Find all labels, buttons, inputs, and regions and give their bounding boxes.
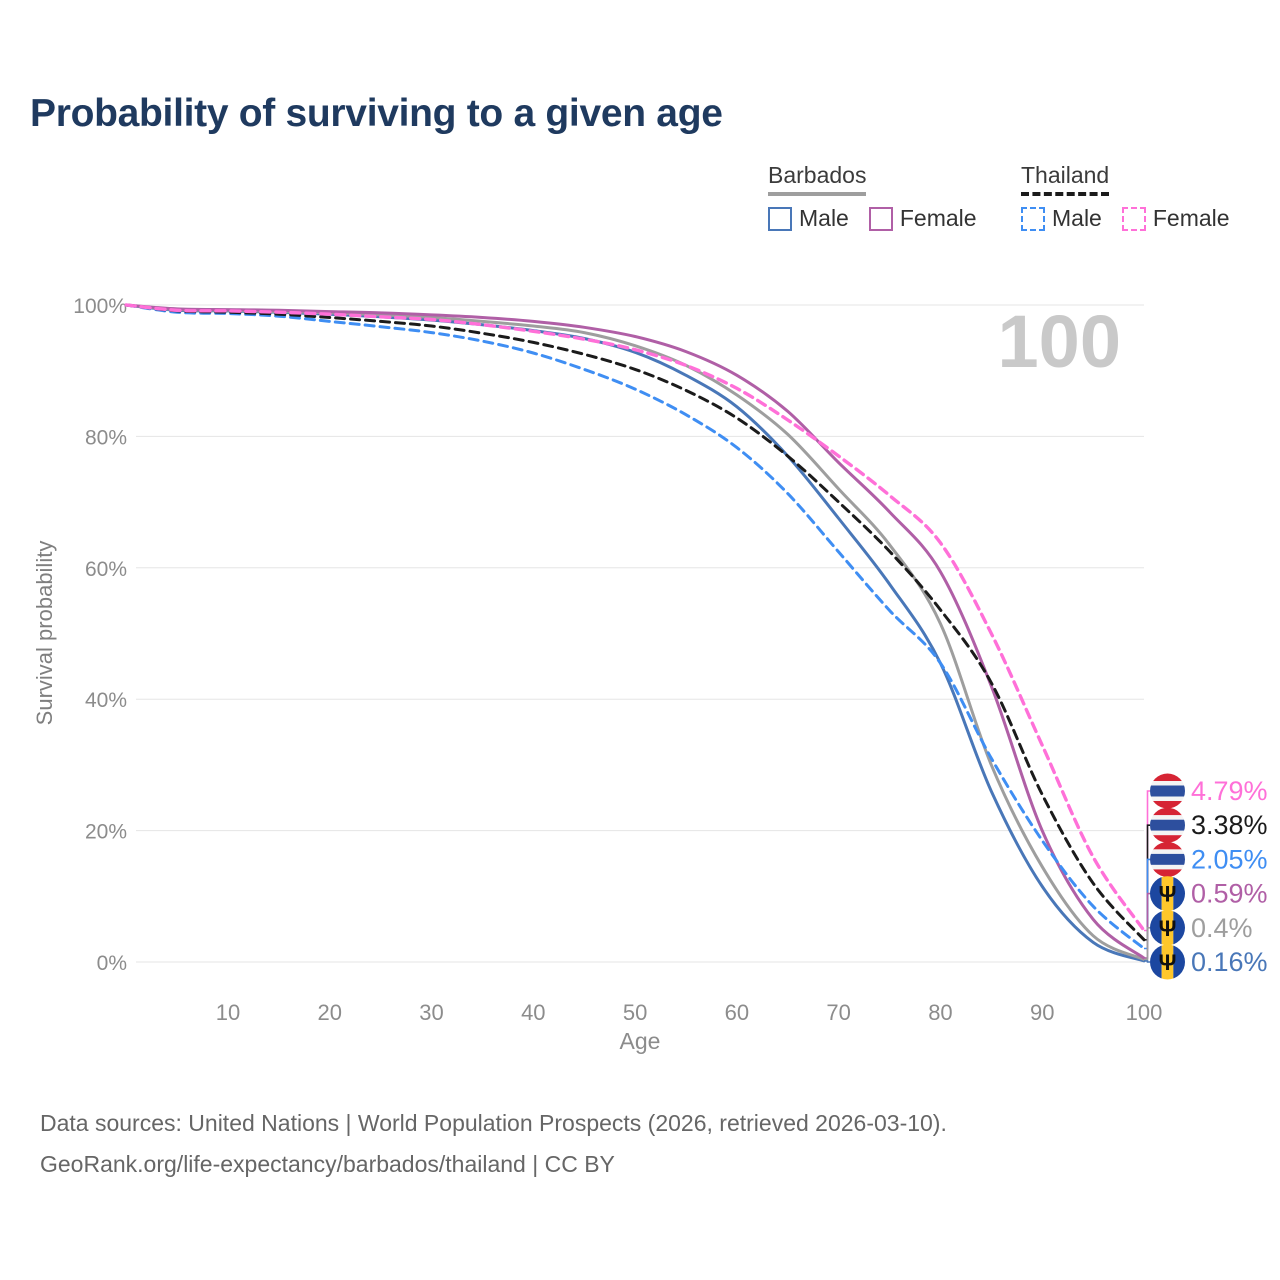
end-label-leader-line (1144, 960, 1150, 963)
end-label-barbados[interactable]: Ψ 0.4% (1144, 910, 1253, 961)
series-line-thailand-female[interactable] (124, 303, 1146, 933)
page-title: Probability of surviving to a given age (30, 92, 723, 135)
y-tick-label: 100% (73, 295, 127, 318)
trident-icon: Ψ (1159, 916, 1177, 941)
thailand-flag-icon (1150, 841, 1185, 877)
end-label-thailand-female[interactable]: 4.79% (1144, 773, 1268, 932)
end-label-barbados-female[interactable]: Ψ 0.59% (1144, 876, 1268, 959)
end-label-value: 3.38% (1191, 810, 1268, 840)
x-tick-label: 70 (826, 1000, 850, 1025)
legend-item-label: Male (799, 205, 849, 232)
barbados-flag-icon: Ψ (1150, 876, 1185, 912)
barbados-flag-icon: Ψ (1150, 910, 1185, 946)
end-label-leader-line (1144, 892, 1150, 959)
legend-item-thailand-male[interactable]: Male (1021, 205, 1102, 232)
end-label-value: 0.59% (1191, 879, 1268, 909)
legend-item-thailand-female[interactable]: Female (1121, 205, 1230, 232)
end-label-thailand-male[interactable]: 2.05% (1144, 841, 1268, 950)
y-tick-label: 80% (85, 426, 127, 449)
x-tick-label: 60 (725, 1000, 749, 1025)
x-tick-label: 80 (928, 1000, 952, 1025)
solid-line-swatch-icon (868, 206, 893, 231)
y-axis-label: Survival probability (32, 541, 57, 726)
x-tick-label: 40 (521, 1000, 545, 1025)
end-label-value: 2.05% (1191, 844, 1268, 874)
legend-item-barbados-male[interactable]: Male (768, 205, 849, 232)
series-line-barbados-female[interactable] (124, 303, 1146, 960)
legend-item-label: Female (1152, 205, 1230, 232)
end-label-leader-line (1144, 927, 1150, 961)
legend-country-barbados[interactable]: Barbados (768, 163, 867, 197)
dashed-line-swatch-icon (1121, 206, 1146, 231)
x-tick-label: 90 (1030, 1000, 1054, 1025)
data-sources-note: Data sources: United Nations | World Pop… (40, 1110, 947, 1136)
y-tick-label: 20% (85, 821, 127, 844)
thailand-flag-icon (1150, 807, 1185, 843)
end-label-value: 4.79% (1191, 776, 1268, 806)
legend-item-label: Male (1052, 205, 1102, 232)
x-axis-label: Age (620, 1028, 661, 1054)
x-tick-label: 10 (216, 1000, 240, 1025)
y-tick-label: 40% (85, 689, 127, 712)
end-label-value: 0.16% (1191, 947, 1268, 977)
end-label-value: 0.4% (1191, 913, 1253, 943)
legend-item-label: Female (899, 205, 977, 232)
end-label-barbados-male[interactable]: Ψ 0.16% (1144, 944, 1268, 980)
x-tick-label: 50 (623, 1000, 647, 1025)
legend-item-barbados-female[interactable]: Female (868, 205, 977, 232)
legend-group-thailand: Thailand Male Female (1021, 163, 1230, 232)
thailand-flag-icon (1150, 773, 1185, 809)
x-tick-label: 100 (1126, 1000, 1163, 1025)
y-tick-label: 0% (97, 952, 127, 975)
end-label-thailand[interactable]: 3.38% (1144, 807, 1268, 941)
y-tick-label: 60% (85, 558, 127, 581)
legend-country-thailand[interactable]: Thailand (1021, 163, 1110, 197)
solid-line-swatch-icon (768, 206, 792, 231)
trident-icon: Ψ (1159, 950, 1177, 975)
legend-group-barbados: Barbados Male Female (768, 163, 977, 232)
series-line-thailand[interactable] (124, 303, 1146, 942)
barbados-flag-icon: Ψ (1150, 944, 1185, 980)
series-line-thailand-male[interactable] (124, 303, 1146, 950)
x-tick-label: 20 (318, 1000, 342, 1025)
age-watermark: 100 (998, 300, 1121, 383)
trident-icon: Ψ (1159, 882, 1177, 907)
x-tick-label: 30 (419, 1000, 443, 1025)
dashed-line-swatch-icon (1021, 206, 1045, 231)
source-url-note: GeoRank.org/life-expectancy/barbados/tha… (40, 1151, 615, 1177)
